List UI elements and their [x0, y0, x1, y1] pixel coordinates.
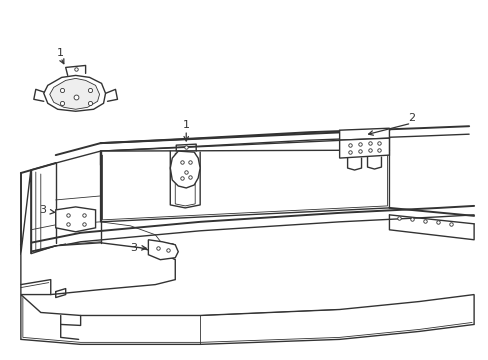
Text: 1: 1 — [57, 49, 64, 58]
Polygon shape — [56, 207, 95, 232]
Polygon shape — [44, 75, 105, 111]
Text: 1: 1 — [183, 120, 189, 130]
Polygon shape — [21, 294, 473, 345]
Polygon shape — [170, 151, 200, 188]
Polygon shape — [148, 240, 178, 260]
Text: 3: 3 — [130, 243, 137, 253]
Polygon shape — [21, 170, 175, 294]
Polygon shape — [339, 128, 388, 140]
Text: 2: 2 — [407, 113, 414, 123]
Polygon shape — [50, 78, 100, 109]
Polygon shape — [339, 138, 388, 158]
Text: 3: 3 — [39, 205, 46, 215]
Polygon shape — [101, 150, 388, 222]
